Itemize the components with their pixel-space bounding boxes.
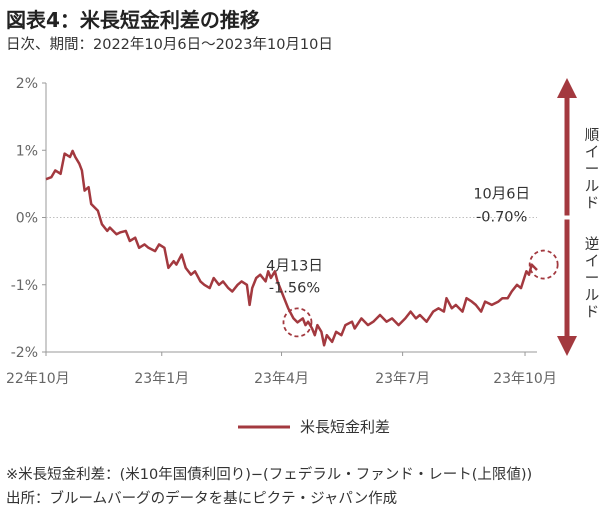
- chart-annotations: 4月13日 -1.56% 10月6日 -0.70%: [266, 187, 559, 338]
- y-tick-label: 0%: [16, 211, 38, 227]
- side-label-upper-char: ー: [585, 162, 600, 178]
- annotation-value-label: -0.70%: [476, 210, 527, 226]
- x-tick-label: 22年10月: [6, 371, 70, 387]
- indicator-zero-gap: [561, 215, 573, 220]
- annotation-circle: [282, 307, 313, 338]
- legend-label: 米長短金利差: [300, 418, 390, 436]
- footnote-definition: ※米長短金利差：(米10年国債利回り)−(フェデラル・ファンド・レート(上限値)…: [6, 467, 533, 483]
- line-chart: 2%1%0%-1%-2%22年10月 23年1月 23年4月 23年7月 23年10月 …: [6, 76, 600, 436]
- y-tick-label: 2%: [16, 76, 38, 92]
- chart-title: 図表4：米長短金利差の推移: [6, 8, 260, 32]
- y-tick-label: 1%: [16, 143, 38, 159]
- x-tick-label: 23年10月: [493, 371, 557, 387]
- side-label-lower-char: ド: [585, 305, 600, 321]
- annotation-date-label: 10月6日: [473, 187, 530, 203]
- x-tick-label: 23年1月: [134, 371, 189, 387]
- series-line-spread: [45, 149, 538, 347]
- y-tick-label: -1%: [11, 278, 38, 294]
- annotation-circle: [528, 249, 559, 280]
- side-label-lower-char: ル: [585, 288, 600, 304]
- y-tick-label: -2%: [11, 345, 38, 361]
- chart-series: [45, 149, 538, 347]
- side-label-upper-char: 順: [585, 127, 600, 144]
- chart-subtitle: 日次、期間：2022年10月6日～2023年10月10日: [6, 37, 333, 53]
- source-note: 出所：ブルームバーグのデータを基にピクテ・ジャパン作成: [6, 491, 398, 507]
- chart-legend: 米長短金利差: [238, 418, 390, 436]
- x-tick-label: 23年7月: [375, 371, 430, 387]
- side-label-lower-char: ー: [585, 271, 600, 287]
- chart-axes: 2% 1% 0% -1% -2% 22年10月 23年1月 23年4月 23年7月 23年10月: [6, 76, 557, 387]
- side-label-upper-char: ル: [585, 179, 600, 195]
- up-arrow-icon: [557, 78, 577, 98]
- annotation-date-label: 4月13日: [266, 258, 323, 274]
- x-tick-label: 23年4月: [254, 371, 309, 387]
- side-label-upper-char: ド: [585, 196, 600, 212]
- side-label-lower-char: イ: [585, 254, 600, 270]
- side-label-lower-char: 逆: [585, 236, 600, 253]
- annotation-value-label: -1.56%: [269, 280, 320, 296]
- side-label-upper-char: イ: [585, 145, 600, 161]
- down-arrow-icon: [557, 336, 577, 356]
